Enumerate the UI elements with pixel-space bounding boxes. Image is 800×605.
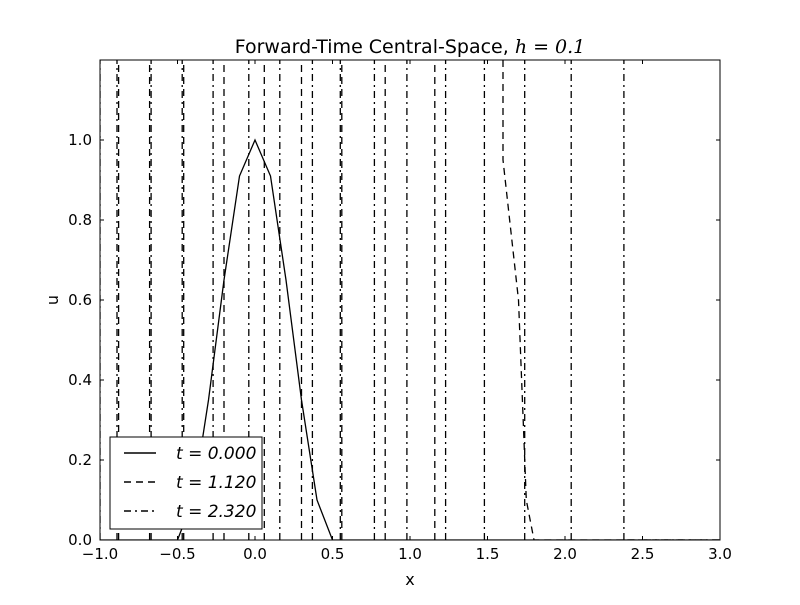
x-tick-label: 2.0 [553, 545, 577, 563]
x-tick-label: −0.5 [159, 545, 195, 563]
x-tick-label: 2.5 [631, 545, 655, 563]
series-2-line-10 [502, 60, 720, 540]
y-axis-label: u [43, 295, 62, 305]
chart-title: Forward-Time Central-Space, h = 0.1 [235, 36, 586, 58]
y-tick-label: 1.0 [68, 131, 92, 149]
legend-label-series-3: t = 2.320 [176, 502, 256, 522]
x-tick-label: 3.0 [708, 545, 732, 563]
legend: t = 0.000 t = 1.120 t = 2.320 [109, 436, 263, 530]
x-tick-label: 1.5 [476, 545, 500, 563]
series-2-dashed [117, 60, 720, 540]
y-tick-label: 0.4 [68, 371, 92, 389]
y-tick-label: 0.2 [68, 451, 92, 469]
x-axis-label: x [405, 570, 414, 589]
y-tick-label: 0.6 [68, 291, 92, 309]
axes: −1.0 −0.5 0.0 0.5 1.0 1.5 2.0 2.5 3.0 0.0 0.2 0.4 0.… [68, 59, 732, 563]
chart-title-text: Forward-Time Central-Space, [235, 36, 515, 58]
legend-label-series-1: t = 0.000 [176, 444, 256, 464]
legend-label-series-2: t = 1.120 [176, 473, 256, 493]
chart-title-math: h = 0.1 [515, 36, 585, 58]
x-tick-label: 0.0 [243, 545, 267, 563]
y-tick-label: 0.8 [68, 211, 92, 229]
x-tick-label: 0.5 [321, 545, 345, 563]
y-tick-label: 0.0 [68, 531, 92, 549]
x-tick-label: 1.0 [398, 545, 422, 563]
x-tick-label: −1.0 [82, 545, 118, 563]
